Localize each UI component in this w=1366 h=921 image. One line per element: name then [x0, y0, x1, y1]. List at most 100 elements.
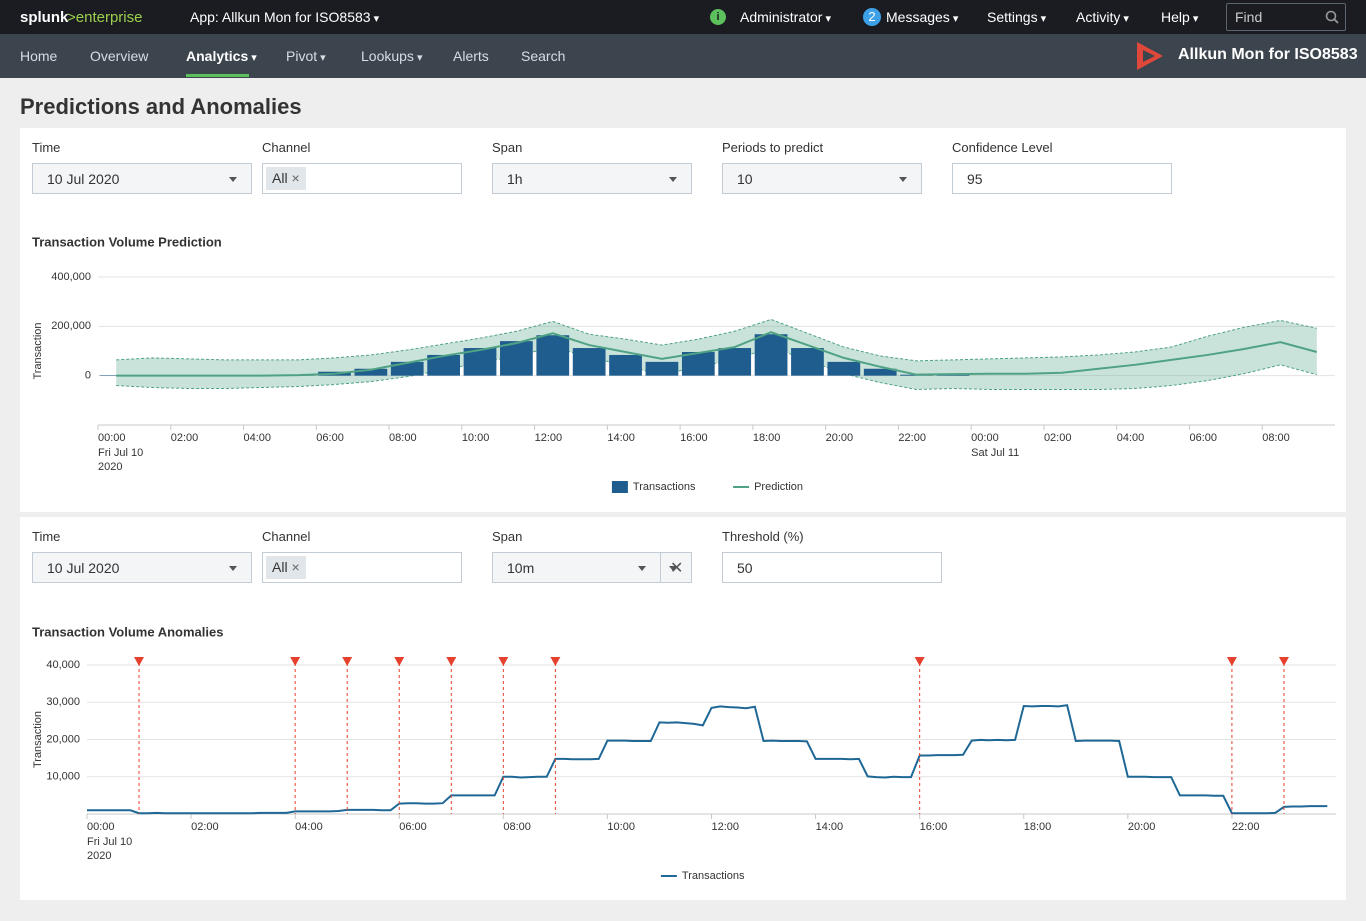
bar [390, 361, 424, 376]
bar [863, 368, 897, 376]
top-bar: splunk >enterprise App: Allkun Mon for I… [0, 0, 1366, 34]
x-tick-label: 08:00 [389, 432, 417, 444]
input-label: Span [492, 529, 523, 544]
text-input[interactable]: 95 [952, 163, 1172, 194]
bar [536, 335, 570, 376]
x-tick-label: 22:00 [898, 432, 926, 444]
active-underline [186, 74, 249, 77]
legend-swatch [611, 481, 628, 493]
input-value: 1h [507, 171, 523, 187]
y-axis-title: Transaction [32, 711, 44, 768]
search-icon [1325, 10, 1339, 24]
input-value: 10 Jul 2020 [47, 560, 120, 576]
token[interactable]: All × [266, 556, 306, 579]
chart-title: Transaction Volume Prediction [32, 234, 222, 249]
x-tick-label: 02:00 [171, 432, 199, 444]
user-menu[interactable]: Administrator [740, 9, 831, 25]
anomaly-chart: Transaction Volume Anomalies Transaction 1… [32, 624, 1336, 882]
anomaly-marker [498, 657, 509, 666]
input-value: 10m [507, 560, 535, 576]
input-label: Periods to predict [722, 140, 824, 155]
dropdown[interactable]: 10 [722, 163, 922, 194]
app-menu[interactable]: App: Allkun Mon for ISO8583 [190, 9, 379, 25]
x-tick-label: 20:00 [1128, 821, 1156, 833]
nav-item-active[interactable]: Analytics [186, 48, 257, 64]
x-tick-label: 08:00 [503, 821, 531, 833]
anomaly-marker [550, 657, 561, 666]
x-tick-sublabel: Sat Jul 11 [971, 447, 1019, 459]
app-title: Allkun Mon for ISO8583 [1178, 46, 1358, 63]
line [116, 331, 1318, 377]
app-logo [1137, 42, 1163, 70]
find-box[interactable]: Find [1226, 3, 1346, 31]
token-remove[interactable]: × [291, 170, 300, 186]
anomaly-marker [342, 657, 353, 666]
x-tick-sublabel: Fri Jul 10 [98, 447, 143, 459]
multiselect[interactable]: All × [262, 163, 462, 194]
nav-item[interactable]: Search [521, 48, 566, 64]
bar [609, 354, 642, 376]
x-tick-label: 08:00 [1262, 432, 1290, 444]
x-tick-sublabel: 2020 [87, 850, 111, 862]
x-tick-label: 04:00 [1117, 432, 1145, 444]
y-tick-label: 40,000 [46, 659, 80, 671]
y-tick-label: 30,000 [46, 696, 80, 708]
multiselect[interactable]: All × [262, 552, 462, 583]
anomaly-marker [134, 657, 145, 666]
anomaly-marker [446, 657, 457, 666]
x-tick-label: 18:00 [753, 432, 781, 444]
text-input[interactable]: 50 [722, 552, 942, 583]
app-nav: Home Overview Analytics Pivot Lookups Al… [0, 34, 1366, 78]
upper-bound [116, 318, 1317, 362]
activity-menu[interactable]: Activity [1076, 9, 1129, 25]
input-value: 50 [737, 560, 753, 576]
time-picker[interactable]: 10 Jul 2020 [32, 552, 252, 583]
dropdown[interactable]: 10m [492, 552, 661, 583]
clear-button[interactable]: ✕ [660, 552, 692, 583]
anomaly-marker [914, 657, 925, 666]
input-label: Confidence Level [952, 140, 1053, 155]
nav-item[interactable]: Home [20, 48, 58, 64]
input-label: Channel [262, 140, 311, 155]
settings-menu[interactable]: Settings [987, 9, 1046, 25]
y-tick-label: 20,000 [46, 733, 80, 745]
nav-item[interactable]: Alerts [453, 48, 489, 64]
token[interactable]: All × [266, 167, 306, 190]
x-tick-label: 18:00 [1024, 821, 1052, 833]
legend-label: Transactions [682, 870, 745, 882]
input-value: 95 [967, 171, 983, 187]
bar [754, 334, 788, 376]
time-picker[interactable]: 10 Jul 2020 [32, 163, 252, 194]
input-value: 10 [737, 171, 753, 187]
x-tick-sublabel: 2020 [98, 461, 122, 473]
x-tick-label: 16:00 [680, 432, 708, 444]
messages-badge: 2 [863, 8, 881, 26]
anomaly-marker [1278, 657, 1289, 666]
find-placeholder: Find [1235, 9, 1263, 25]
token-remove[interactable]: × [291, 559, 300, 575]
nav-item[interactable]: Pivot [286, 48, 326, 64]
x-tick-label: 10:00 [607, 821, 635, 833]
bar [791, 348, 824, 376]
y-tick-label: 400,000 [51, 271, 91, 283]
x-tick-label: 22:00 [1232, 821, 1260, 833]
line [87, 704, 1328, 815]
dropdown[interactable]: 1h [492, 163, 692, 194]
bar [354, 368, 388, 376]
status-icon: i [710, 9, 726, 25]
bar [572, 348, 606, 376]
confidence-band [116, 319, 1317, 390]
x-tick-label: 00:00 [98, 432, 126, 444]
input-label: Channel [262, 529, 311, 544]
messages-menu[interactable]: Messages [886, 9, 958, 25]
nav-item[interactable]: Overview [90, 48, 149, 64]
help-menu[interactable]: Help [1161, 9, 1198, 25]
chart-title: Transaction Volume Anomalies [32, 624, 223, 639]
x-tick-label: 14:00 [816, 821, 844, 833]
x-tick-label: 02:00 [191, 821, 219, 833]
nav-item[interactable]: Lookups [361, 48, 423, 64]
x-tick-label: 02:00 [1044, 432, 1072, 444]
brand[interactable]: splunk [20, 9, 69, 26]
x-tick-label: 04:00 [244, 432, 272, 444]
brand-suffix: >enterprise [67, 9, 143, 26]
